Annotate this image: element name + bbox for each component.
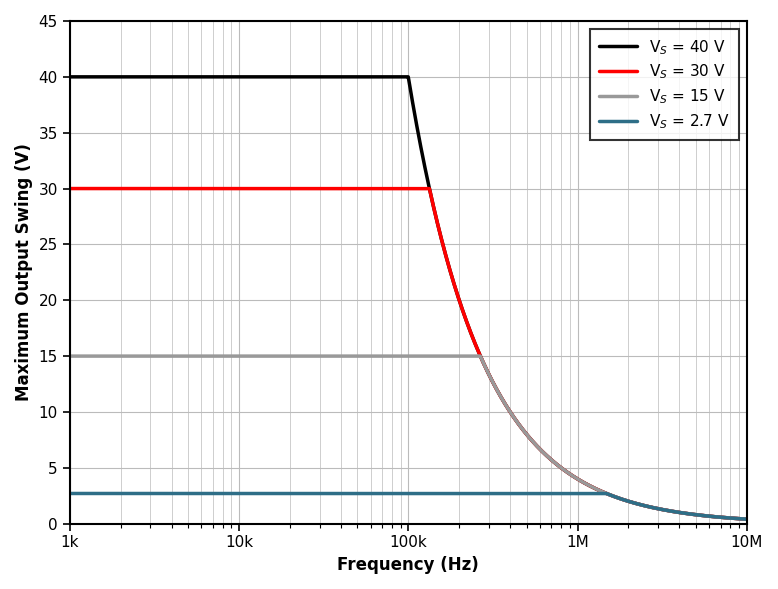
- V$_S$ = 15 V: [742, 515, 752, 522]
- V$_S$ = 15 V: [93, 353, 103, 360]
- Line: V$_S$ = 15 V: V$_S$ = 15 V: [70, 356, 747, 519]
- V$_S$ = 30 V: [106, 185, 115, 192]
- V$_S$ = 2.7 V: [106, 490, 115, 497]
- V$_S$ = 40 V: [93, 73, 103, 80]
- V$_S$ = 40 V: [706, 513, 716, 520]
- V$_S$ = 40 V: [396, 73, 405, 80]
- V$_S$ = 30 V: [396, 185, 405, 192]
- Legend: V$_S$ = 40 V, V$_S$ = 30 V, V$_S$ = 15 V, V$_S$ = 2.7 V: V$_S$ = 40 V, V$_S$ = 30 V, V$_S$ = 15 V…: [590, 29, 739, 140]
- Y-axis label: Maximum Output Swing (V): Maximum Output Swing (V): [15, 143, 33, 401]
- V$_S$ = 2.7 V: [742, 515, 752, 522]
- V$_S$ = 40 V: [65, 73, 75, 80]
- V$_S$ = 30 V: [742, 515, 752, 522]
- V$_S$ = 30 V: [93, 185, 103, 192]
- V$_S$ = 2.7 V: [198, 490, 207, 497]
- Line: V$_S$ = 40 V: V$_S$ = 40 V: [70, 77, 747, 519]
- V$_S$ = 40 V: [198, 73, 207, 80]
- V$_S$ = 30 V: [65, 185, 75, 192]
- Line: V$_S$ = 30 V: V$_S$ = 30 V: [70, 188, 747, 519]
- V$_S$ = 30 V: [706, 513, 716, 520]
- V$_S$ = 2.7 V: [93, 490, 103, 497]
- X-axis label: Frequency (Hz): Frequency (Hz): [338, 556, 479, 574]
- V$_S$ = 15 V: [706, 513, 716, 520]
- V$_S$ = 2.7 V: [65, 490, 75, 497]
- V$_S$ = 40 V: [742, 515, 752, 522]
- V$_S$ = 30 V: [198, 185, 207, 192]
- V$_S$ = 30 V: [68, 185, 78, 192]
- V$_S$ = 40 V: [68, 73, 78, 80]
- Line: V$_S$ = 2.7 V: V$_S$ = 2.7 V: [70, 494, 747, 519]
- V$_S$ = 2.7 V: [706, 513, 716, 520]
- V$_S$ = 15 V: [396, 353, 405, 360]
- V$_S$ = 15 V: [198, 353, 207, 360]
- V$_S$ = 2.7 V: [68, 490, 78, 497]
- V$_S$ = 40 V: [106, 73, 115, 80]
- V$_S$ = 2.7 V: [396, 490, 405, 497]
- V$_S$ = 15 V: [68, 353, 78, 360]
- V$_S$ = 15 V: [65, 353, 75, 360]
- V$_S$ = 15 V: [106, 353, 115, 360]
